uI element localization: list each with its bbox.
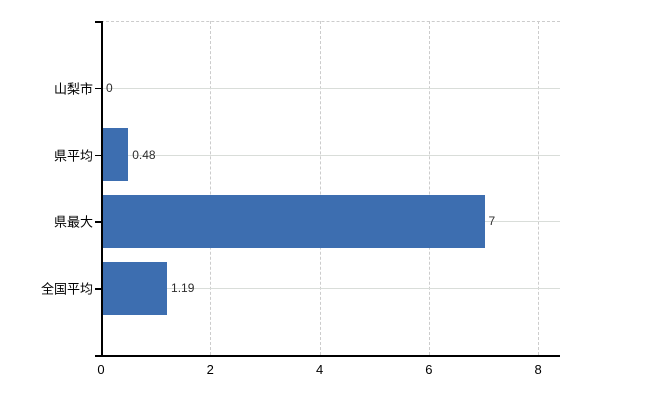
y-axis-tick [95, 154, 101, 157]
category-label: 県平均 [53, 148, 93, 164]
y-axis-tick [95, 288, 101, 290]
bar-value-label: 7 [488, 214, 496, 229]
category-label: 全国平均 [40, 281, 93, 297]
category-label: 県最大 [53, 214, 93, 230]
bar-value-label: 1.19 [171, 281, 195, 296]
x-axis [95, 355, 560, 357]
horizontal-gridline [101, 288, 560, 290]
y-axis-tick [95, 87, 101, 90]
x-axis-tick-label: 4 [315, 362, 324, 377]
y-axis-tick [95, 221, 101, 223]
vertical-gridline [319, 21, 321, 355]
vertical-gridline [538, 21, 540, 355]
vertical-gridline [210, 21, 212, 355]
y-axis [101, 21, 103, 355]
category-label: 山梨市 [53, 81, 93, 97]
x-axis-tick-label: 2 [206, 362, 214, 377]
horizontal-gridline [101, 87, 560, 89]
y-axis-tick [95, 21, 101, 23]
bar-value-label: 0.48 [132, 147, 156, 162]
x-axis-tick-label: 0 [97, 362, 105, 377]
plot-top-border [101, 21, 560, 22]
bar [102, 261, 168, 315]
vertical-gridline [428, 21, 430, 355]
bar [102, 194, 485, 248]
x-axis-tick-label: 6 [425, 362, 433, 377]
bar [102, 128, 129, 182]
x-axis-tick-label: 8 [534, 362, 542, 377]
horizontal-gridline [101, 154, 560, 156]
bar-value-label: 0 [106, 80, 113, 95]
